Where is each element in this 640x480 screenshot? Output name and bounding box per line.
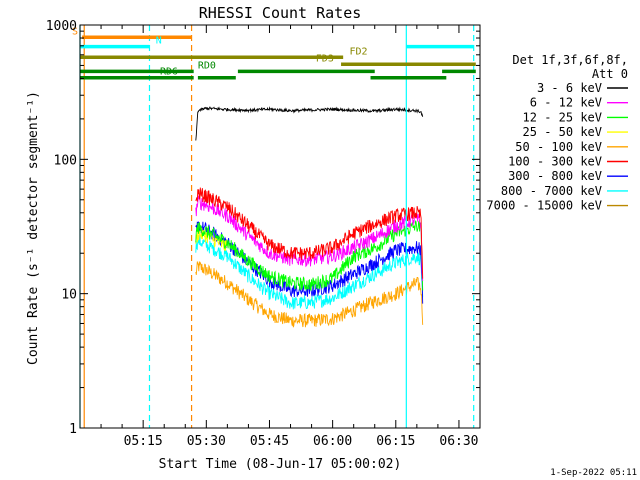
x-tick-label: 06:30 xyxy=(439,434,478,449)
y-tick-label: 10 xyxy=(61,288,77,303)
legend-header-line-2: Att 0 xyxy=(592,67,628,81)
x-tick-label: 05:45 xyxy=(250,434,289,449)
legend-header-line-1: Det 1f,3f,6f,8f, xyxy=(512,53,628,67)
y-tick-label: 1000 xyxy=(46,19,77,34)
legend-label: 100 - 300 keV xyxy=(508,155,602,169)
axes: 1 10 100 1000 05:15 05:30 05:45 06:00 06:15 06:30 xyxy=(46,19,481,449)
legend-label: 300 - 800 keV xyxy=(508,169,602,183)
y-tick-label: 100 xyxy=(54,153,77,168)
legend-label: 7000 - 15000 keV xyxy=(486,199,602,213)
series-line-6-12kev xyxy=(195,195,424,281)
x-tick-label: 06:15 xyxy=(376,434,415,449)
plot-area: S N FD2 FD3 RD0 RD6 xyxy=(72,25,476,428)
x-tick-label: 06:00 xyxy=(313,434,352,449)
flag-label-fd2: FD2 xyxy=(349,46,367,57)
chart-title: RHESSI Count Rates xyxy=(199,4,362,22)
series-line-100-300kev xyxy=(195,187,424,279)
x-tick-label: 05:30 xyxy=(187,434,226,449)
x-tick-label: 05:15 xyxy=(124,434,163,449)
x-axis-label: Start Time (08-Jun-17 05:00:02) xyxy=(159,457,402,472)
flag-label-fd3: FD3 xyxy=(316,53,334,64)
series-line-3-6kev xyxy=(195,106,424,141)
y-tick-label: 1 xyxy=(69,422,77,437)
flag-label-rd6: RD6 xyxy=(160,67,178,78)
y-axis-label: Count Rate (s⁻¹ detector segment⁻¹) xyxy=(26,91,41,365)
flag-label-rd0: RD0 xyxy=(198,60,216,71)
series-line-12-25kev xyxy=(195,220,424,291)
flag-label-s: S xyxy=(72,26,78,37)
legend-label: 25 - 50 keV xyxy=(523,125,602,139)
footer-timestamp: 1-Sep-2022 05:11 xyxy=(550,468,637,478)
series-line-800-7000kev xyxy=(195,234,424,310)
legend-label: 50 - 100 keV xyxy=(515,140,602,154)
legend-label: 12 - 25 keV xyxy=(523,110,602,124)
plot-frame xyxy=(79,24,481,429)
series-line-50-100kev xyxy=(195,261,424,328)
flag-label-n: N xyxy=(156,36,162,47)
legend-label: 3 - 6 keV xyxy=(537,81,602,95)
legend-label: 800 - 7000 keV xyxy=(501,184,602,198)
legend-label: 6 - 12 keV xyxy=(530,96,602,110)
